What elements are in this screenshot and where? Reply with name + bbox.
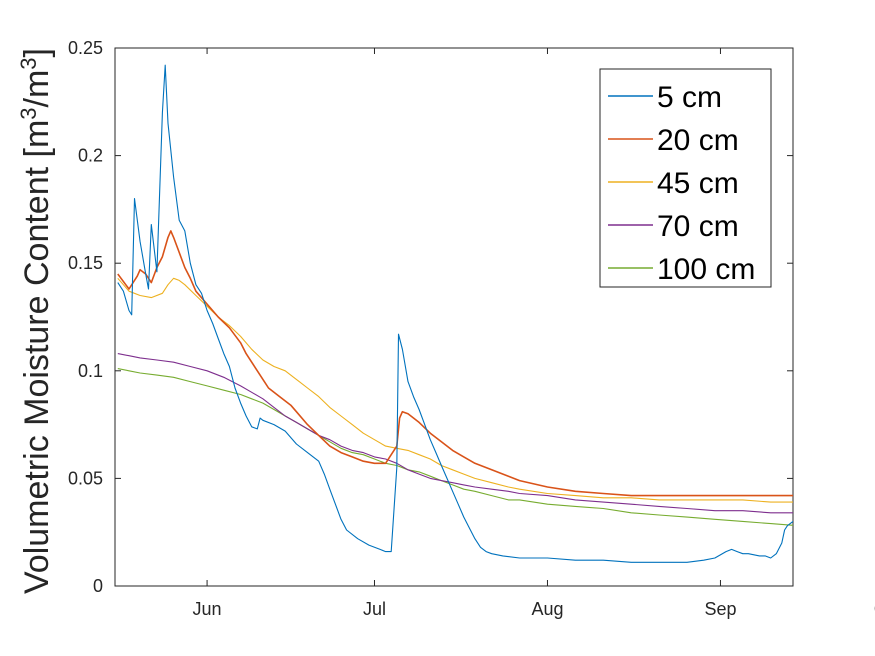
- legend-entry-label: 20 cm: [657, 124, 739, 157]
- y-tick-label: 0.15: [68, 253, 103, 273]
- legend-entry-label: 45 cm: [657, 167, 739, 200]
- y-axis-label-text: Volumetric Moisture Content [m: [18, 120, 56, 594]
- y-tick-label: 0.2: [78, 146, 103, 166]
- legend-entry-label: 5 cm: [657, 81, 722, 114]
- y-tick-label: 0.25: [68, 38, 103, 58]
- legend: 5 cm 20 cm 45 cm 70 cm 100 cm: [599, 68, 772, 288]
- series-line-5-cm: [117, 64, 793, 563]
- y-tick-label: 0.1: [78, 361, 103, 381]
- x-tick-label: Oct: [874, 599, 875, 619]
- series-line-70-cm: [117, 353, 793, 514]
- x-tick-label: Sep: [704, 599, 736, 619]
- x-tick-label: Aug: [531, 599, 563, 619]
- x-tick-label: Jun: [193, 599, 222, 619]
- legend-box: [599, 68, 772, 288]
- x-tick-label: Jul: [363, 599, 386, 619]
- y-axis-label-text: ]: [18, 48, 56, 57]
- series-line-45-cm: [117, 277, 793, 503]
- y-tick-label: 0: [93, 576, 103, 596]
- legend-entry-label: 70 cm: [657, 210, 739, 243]
- y-axis-label: Volumetric Moisture Content [m3/m3]: [16, 48, 57, 594]
- y-axis-label-text: /m: [18, 70, 56, 108]
- y-axis-label-superscript: 3: [16, 107, 41, 119]
- legend-entry-label: 100 cm: [657, 253, 755, 286]
- y-axis-label-superscript: 3: [16, 57, 41, 69]
- series-line-20-cm: [117, 230, 793, 497]
- series-line-100-cm: [117, 368, 793, 526]
- y-tick-label: 0.05: [68, 468, 103, 488]
- series-layer: [117, 64, 793, 563]
